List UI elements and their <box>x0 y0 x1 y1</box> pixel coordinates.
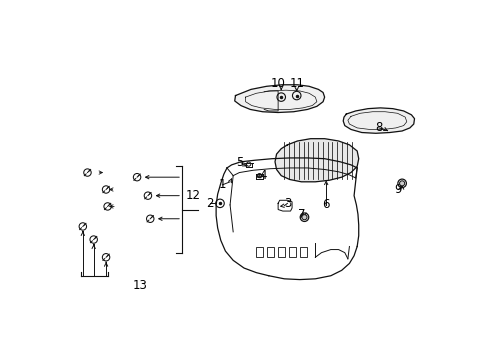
Text: 12: 12 <box>185 189 200 202</box>
Bar <box>299 247 306 257</box>
Text: 9: 9 <box>394 183 401 196</box>
Text: 4: 4 <box>258 169 266 182</box>
Text: 2: 2 <box>206 197 213 210</box>
Text: 7: 7 <box>297 208 305 221</box>
Polygon shape <box>234 85 324 112</box>
Text: 5: 5 <box>235 156 243 169</box>
Bar <box>288 247 295 257</box>
Text: 6: 6 <box>322 198 329 211</box>
Bar <box>267 247 274 257</box>
Polygon shape <box>274 139 358 182</box>
Text: 1: 1 <box>218 178 225 192</box>
Circle shape <box>399 181 404 186</box>
Text: 11: 11 <box>289 77 305 90</box>
Circle shape <box>301 215 306 220</box>
Text: 8: 8 <box>374 121 382 134</box>
Text: 3: 3 <box>283 197 290 210</box>
Bar <box>256 247 263 257</box>
Bar <box>278 247 285 257</box>
Polygon shape <box>343 108 414 133</box>
Text: 13: 13 <box>132 279 147 292</box>
Text: 10: 10 <box>270 77 285 90</box>
